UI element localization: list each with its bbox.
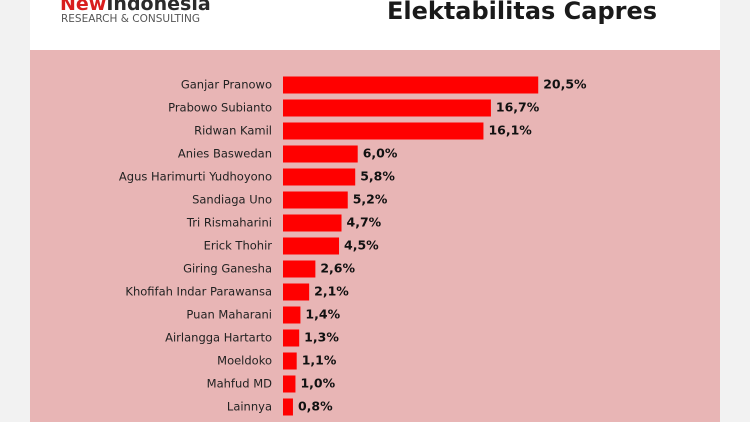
value-label: 6,0% [363,146,398,161]
bar [283,168,356,186]
value-label: 16,1% [488,123,532,138]
bar [283,237,340,255]
category-label: Puan Maharani [186,308,272,322]
bar [283,283,310,301]
value-label: 1,3% [304,330,339,345]
bar [283,398,293,416]
logo-part: New [60,0,106,15]
value-label: 2,6% [320,261,355,276]
category-label: Giring Ganesha [183,262,272,276]
bar [283,352,297,370]
category-label: Lainnya [227,400,272,414]
bar [283,375,296,393]
value-label: 16,7% [496,100,540,115]
category-label: Airlangga Hartarto [165,331,272,345]
value-label: 5,8% [360,169,395,184]
category-label: Khofifah Indar Parawansa [125,285,272,299]
tagline: RESEARCH & CONSULTING [61,13,200,25]
category-label: Prabowo Subianto [168,101,272,115]
chart-title: Elektabilitas Capres [387,0,657,25]
bar [283,306,301,324]
category-label: Mahfud MD [207,377,272,391]
category-label: Erick Thohir [204,239,273,253]
bar [283,145,358,163]
value-label: 0,8% [298,399,333,414]
logo-part: Indonesia [106,0,210,15]
logo: NewIndonesia [60,0,211,15]
category-label: Ganjar Pranowo [181,78,272,92]
header-band [30,0,720,50]
value-label: 5,2% [353,192,388,207]
value-label: 4,7% [347,215,382,230]
bar [283,76,539,94]
value-label: 1,1% [302,353,337,368]
bar [283,122,484,140]
category-label: Moeldoko [217,354,272,368]
category-label: Tri Rismaharini [186,216,272,230]
category-label: Ridwan Kamil [194,124,272,138]
bar [283,191,348,209]
value-label: 2,1% [314,284,349,299]
category-label: Anies Baswedan [178,147,272,161]
value-label: 20,5% [543,77,587,92]
category-label: Agus Harimurti Yudhoyono [119,170,272,184]
value-label: 1,4% [305,307,340,322]
bar [283,214,342,232]
bar [283,260,316,278]
category-label: Sandiaga Uno [192,193,272,207]
bar [283,99,491,117]
value-label: 4,5% [344,238,379,253]
value-label: 1,0% [300,376,335,391]
bar [283,329,300,347]
